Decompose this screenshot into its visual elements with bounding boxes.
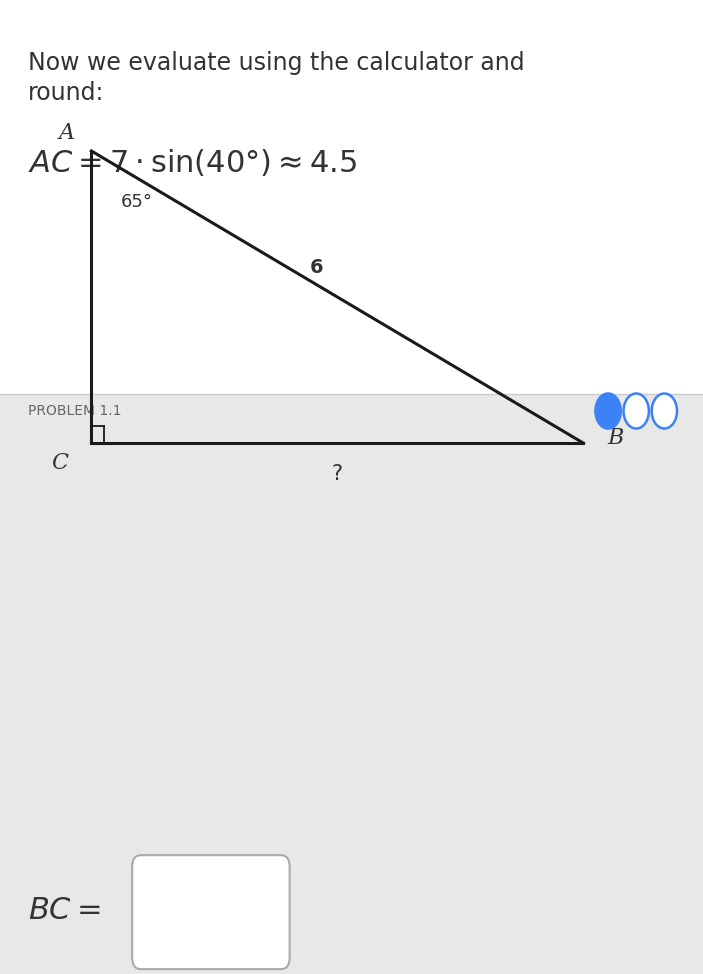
Circle shape [624, 393, 649, 429]
Text: PROBLEM 1.1: PROBLEM 1.1 [28, 404, 122, 418]
Text: 65°: 65° [121, 193, 153, 210]
Text: $\mathit{AC} = 7 \cdot \sin(40°) \approx 4.5$: $\mathit{AC} = 7 \cdot \sin(40°) \approx… [28, 148, 357, 179]
Text: round:: round: [28, 81, 105, 104]
FancyBboxPatch shape [132, 855, 290, 969]
Text: $\mathit{BC} =$: $\mathit{BC} =$ [28, 895, 101, 926]
Text: 6: 6 [309, 258, 323, 278]
FancyBboxPatch shape [0, 394, 703, 974]
Text: Now we evaluate using the calculator and: Now we evaluate using the calculator and [28, 52, 524, 75]
FancyBboxPatch shape [0, 0, 703, 394]
Text: A: A [59, 123, 75, 144]
Text: ?: ? [332, 465, 343, 484]
Text: C: C [51, 452, 68, 473]
Circle shape [595, 393, 621, 429]
Circle shape [652, 393, 677, 429]
Text: B: B [607, 428, 624, 449]
